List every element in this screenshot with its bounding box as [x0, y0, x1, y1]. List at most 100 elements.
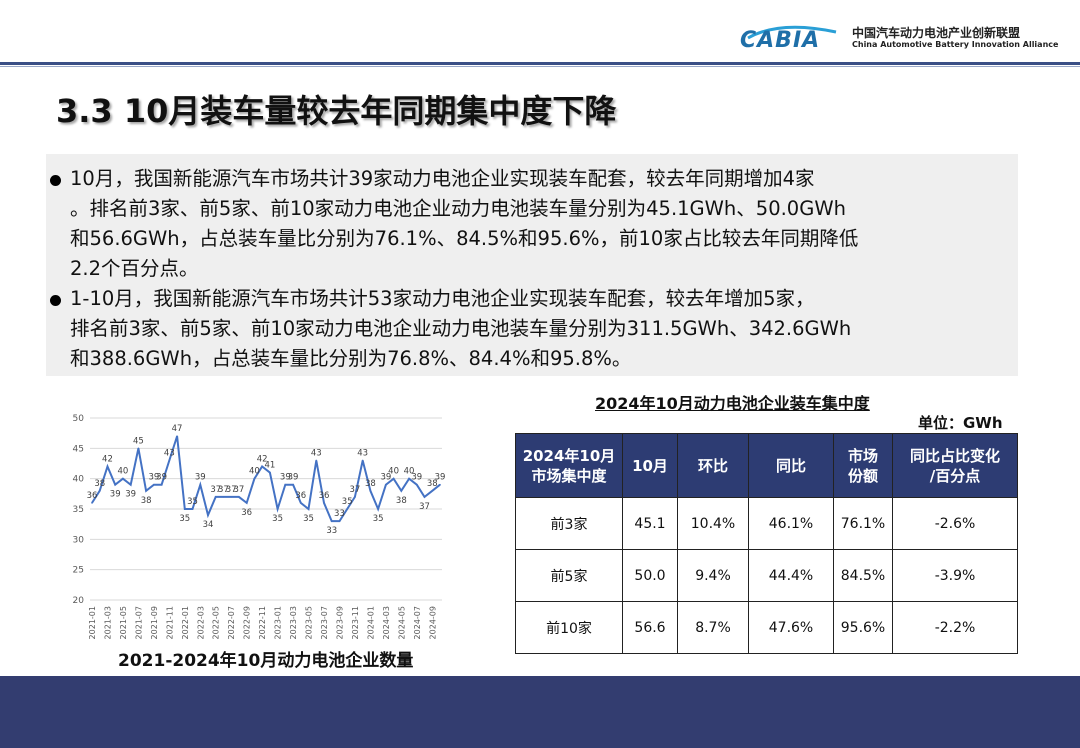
data-label: 39 [110, 490, 121, 500]
data-label: 40 [118, 467, 129, 477]
x-tick-label: 2021-03 [103, 606, 112, 639]
table-cell: 76.1% [833, 497, 893, 550]
table-header-cell: 环比 [677, 433, 749, 498]
bullet-dot-icon [50, 295, 61, 306]
data-label: 37 [234, 485, 245, 495]
line-chart: 20 25 30 35 40 45 50 2021-01 2021-03 2021-05 2021-… [60, 408, 460, 670]
x-tick-label: 2022-09 [243, 606, 252, 639]
x-tick-label: 2024-07 [413, 606, 422, 639]
concentration-table: 2024年10月 市场集中度 10月 环比 同比 市场 份额 同比占比变化 /百… [515, 433, 1018, 654]
y-tick-label: 35 [73, 505, 84, 515]
x-tick-label: 2024-03 [382, 606, 391, 639]
x-tick-label: 2022-05 [212, 606, 221, 639]
data-point [392, 477, 395, 480]
table-header-cell: 同比占比变化 /百分点 [892, 433, 1018, 498]
data-label: 37 [226, 485, 237, 495]
footer-band [0, 676, 1080, 748]
table-cell: 50.0 [622, 549, 678, 602]
summary-panel: 10月，我国新能源汽车市场共计39家动力电池企业实现装车配套，较去年同期增加4家… [46, 154, 1018, 376]
data-label: 33 [334, 509, 345, 519]
table-cell: 9.4% [677, 549, 749, 602]
bullet-item: 10月，我国新能源汽车市场共计39家动力电池企业实现装车配套，较去年同期增加4家… [50, 164, 1010, 284]
x-tick-label: 2022-03 [196, 606, 205, 639]
org-logo: CABIA 中国汽车动力电池产业创新联盟 China Automotive Ba… [740, 18, 1070, 58]
data-point [276, 508, 279, 510]
x-tick-label: 2024-01 [366, 606, 375, 639]
x-tick-label: 2021-11 [165, 606, 174, 639]
data-label: 43 [357, 448, 368, 458]
y-tick-label: 50 [73, 414, 85, 424]
data-label: 33 [326, 526, 337, 536]
table-cell: 45.1 [622, 497, 678, 550]
data-label: 38 [141, 496, 152, 506]
y-tick-label: 20 [73, 596, 85, 606]
table-row: 前5家 50.0 9.4% 44.4% 84.5% -3.9% [515, 549, 1018, 602]
x-tick-label: 2021-01 [88, 606, 97, 639]
data-point [439, 483, 441, 486]
bullet-line: 和388.6GWh，占总装车量比分别为76.8%、84.4%和95.8%。 [70, 347, 632, 370]
x-tick-label: 2023-03 [289, 606, 298, 639]
data-point [315, 459, 318, 462]
data-label: 38 [427, 479, 438, 489]
data-point [361, 459, 364, 462]
data-label: 39 [435, 473, 446, 483]
table-cell: 56.6 [622, 601, 678, 654]
data-label: 43 [164, 448, 175, 458]
page-title: 3.3 10月装车量较去年同期集中度下降 [56, 92, 617, 130]
data-label: 38 [94, 479, 105, 489]
data-point [106, 465, 109, 468]
data-point [184, 508, 186, 510]
x-tick-label: 2021-09 [150, 606, 159, 639]
data-label: 37 [218, 485, 229, 495]
data-point [354, 496, 356, 498]
data-point [176, 435, 178, 437]
data-point [137, 447, 140, 450]
table-cell: 44.4% [748, 549, 834, 602]
data-label: 38 [396, 496, 407, 506]
data-label: 39 [411, 473, 422, 483]
x-tick-label: 2022-07 [227, 606, 236, 639]
table-header-row: 2024年10月 市场集中度 10月 环比 同比 市场 份额 同比占比变化 /百… [515, 433, 1018, 498]
table-unit: 单位：GWh [918, 414, 1003, 432]
table-cell: 前5家 [515, 549, 623, 602]
data-label: 39 [125, 490, 136, 500]
data-label: 38 [365, 479, 376, 489]
data-label: 39 [195, 473, 206, 483]
bullet-line: 2.2个百分点。 [70, 257, 199, 280]
data-point [330, 520, 333, 522]
data-label: 40 [404, 467, 415, 477]
data-label: 35 [272, 514, 283, 524]
data-point [369, 490, 372, 492]
x-tick-label: 2021-05 [119, 606, 128, 639]
data-point [199, 483, 202, 486]
table-header-cell: 2024年10月 市场集中度 [515, 433, 623, 498]
chart-svg: 20 25 30 35 40 45 50 2021-01 2021-03 2021-05 2021-… [73, 414, 446, 639]
table-cell: -2.2% [892, 601, 1018, 654]
logo-wordmark: CABIA [740, 28, 821, 53]
bullet-dot-icon [50, 175, 61, 186]
table-cell: 10.4% [677, 497, 749, 550]
data-point [245, 502, 248, 504]
bullet-line: 和56.6GWh，占总装车量比分别为76.1%、84.5%和95.6%，前10家… [70, 227, 859, 250]
data-point [408, 477, 410, 480]
data-point [207, 514, 209, 516]
data-point [307, 508, 310, 510]
y-tick-label: 40 [73, 475, 85, 485]
data-point [214, 496, 217, 498]
data-label: 39 [148, 473, 159, 483]
table-title: 2024年10月动力电池企业装车集中度 [595, 394, 870, 413]
data-point [253, 477, 256, 480]
table-header-cell: 同比 [748, 433, 834, 498]
x-tick-label: 2024-05 [397, 606, 406, 639]
data-label: 39 [288, 473, 299, 483]
bullet-line: 排名前3家、前5家、前10家动力电池企业动力电池装车量分别为311.5GWh、3… [70, 317, 852, 340]
x-tick-label: 2022-01 [181, 606, 190, 639]
table-row: 前3家 45.1 10.4% 46.1% 76.1% -2.6% [515, 497, 1018, 550]
data-label: 43 [311, 448, 322, 458]
data-point [160, 483, 163, 486]
data-label: 36 [295, 491, 306, 501]
data-point [238, 496, 240, 498]
data-point [261, 465, 263, 468]
data-point [284, 483, 287, 486]
data-label: 39 [280, 473, 291, 483]
